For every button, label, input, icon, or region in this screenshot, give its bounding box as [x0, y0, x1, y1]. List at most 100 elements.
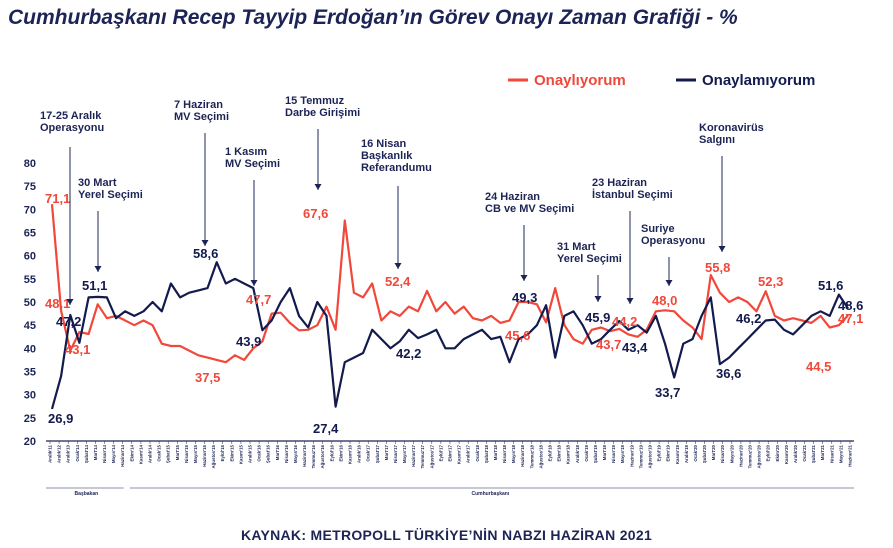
y-tick-label: 80	[24, 158, 36, 170]
annotation-arrowhead	[665, 280, 673, 286]
x-tick-label: Aralık'20	[793, 444, 798, 463]
data-label: 58,6	[193, 246, 218, 261]
x-tick-label: Ocak'16	[257, 444, 262, 461]
annotation-text: Suriye	[641, 223, 675, 235]
data-label: 45,6	[505, 328, 530, 343]
data-label: 51,6	[818, 278, 843, 293]
x-tick-label: Ağustos'17	[429, 444, 434, 468]
annotation-text: MV Seçimi	[174, 111, 229, 123]
data-label: 36,6	[716, 366, 741, 381]
x-tick-label: Eylül'18	[548, 444, 553, 461]
data-label: 43,9	[236, 334, 261, 349]
x-tick-label: Mayıs'14	[111, 444, 116, 463]
x-tick-label: Temmuz'16	[311, 444, 316, 468]
annotation-arrowhead	[520, 275, 528, 281]
x-tick-label: Şubat'15	[166, 444, 171, 463]
data-label: 48,1	[45, 296, 70, 311]
x-tick-label: Şubat'21	[811, 444, 816, 463]
x-tick-label: Eylül'17	[438, 444, 443, 461]
annotation-arrowhead	[250, 280, 258, 286]
x-tick-label: Haziran'21	[848, 444, 853, 466]
annotation-text: Salgını	[699, 134, 735, 146]
x-tick-label: Şubat'18	[484, 444, 489, 463]
data-label: 43,1	[65, 342, 90, 357]
annotation-text: Referandumu	[361, 162, 432, 174]
x-tick-label: Mart'15	[175, 444, 180, 460]
data-label: 52,3	[758, 274, 783, 289]
data-label: 67,6	[303, 206, 328, 221]
annotation-text: Yerel Seçimi	[557, 253, 622, 265]
x-tick-label: Aralık'18	[575, 444, 580, 463]
x-tick-label: Ekim'20	[775, 444, 780, 461]
x-tick-label: Mayıs'19	[620, 444, 625, 463]
y-tick-label: 70	[24, 204, 36, 216]
x-tick-label: Nisan'15	[184, 444, 189, 462]
data-label: 52,4	[385, 274, 411, 289]
annotation-text: Koronavirüs	[699, 122, 764, 134]
annotation-text: 24 Haziran	[485, 191, 540, 203]
x-tick-label: Eylül'15	[220, 444, 225, 461]
y-tick-label: 45	[24, 320, 36, 332]
x-tick-label: Mart'16	[275, 444, 280, 460]
x-tick-label: Mart'17	[384, 444, 389, 460]
y-tick-label: 40	[24, 343, 36, 355]
x-tick-label: Ekim'14	[129, 444, 134, 461]
annotation-arrowhead	[201, 240, 209, 246]
x-tick-label: Ocak'20	[693, 444, 698, 461]
x-tick-label: Mayıs'16	[293, 444, 298, 463]
data-label: 48,6	[838, 298, 863, 313]
x-tick-label: Ağustos'18	[538, 444, 543, 468]
data-label: 51,1	[82, 278, 107, 293]
annotation-text: 1 Kasım	[225, 146, 267, 158]
x-tick-label: Ocak'18	[475, 444, 480, 461]
x-tick-label: Temmuz'19	[638, 444, 643, 468]
x-tick-label: Ekim'15	[229, 444, 234, 461]
x-tick-label: Mayıs'18	[511, 444, 516, 463]
annotation-text: Operasyonu	[40, 122, 104, 134]
data-label: 47,2	[56, 314, 81, 329]
x-tick-label: Aralık'16	[357, 444, 362, 463]
y-tick-label: 25	[24, 413, 36, 425]
annotation-text: 30 Mart	[78, 177, 117, 189]
data-label: 49,3	[512, 290, 537, 305]
x-tick-label: Nisan'17	[393, 444, 398, 462]
annotation-text: Başkanlık	[361, 150, 413, 162]
data-label: 43,4	[622, 340, 648, 355]
x-tick-label: Aralık'11	[48, 444, 53, 462]
annotation-text: 16 Nisan	[361, 138, 407, 150]
data-label: 47,1	[838, 311, 863, 326]
x-tick-label: Temmuz'18	[529, 444, 534, 468]
x-tick-label: Ekim'19	[666, 444, 671, 461]
data-label: 48,0	[652, 293, 677, 308]
x-tick-label: Nisan'19	[611, 444, 616, 462]
x-tick-label: Mart'14	[93, 444, 98, 460]
data-label: 33,7	[655, 385, 680, 400]
data-label: 27,4	[313, 421, 339, 436]
x-tick-label: Ocak'15	[157, 444, 162, 461]
x-tick-label: Haziran'16	[302, 444, 307, 466]
x-tick-label: Haziran'14	[120, 444, 125, 466]
annotation-text: 31 Mart	[557, 241, 596, 253]
data-label: 43,7	[596, 337, 621, 352]
x-tick-label: Kasım'19	[675, 444, 680, 464]
data-label: 71,1	[45, 191, 70, 206]
data-label: 46,2	[736, 311, 761, 326]
x-tick-label: Kasım'18	[566, 444, 571, 464]
x-tick-label: Eylül'20	[766, 444, 771, 461]
legend-label-onay: Onaylıyorum	[534, 72, 626, 89]
x-tick-label: Şubat'16	[266, 444, 271, 463]
y-tick-label: 20	[24, 436, 36, 448]
x-tick-label: Mayıs'15	[193, 444, 198, 463]
x-tick-label: Haziran'18	[520, 444, 525, 466]
x-tick-label: Ağustos'20	[757, 444, 762, 468]
x-tick-label: Haziran'15	[202, 444, 207, 466]
y-tick-label: 55	[24, 274, 36, 286]
x-tick-label: Şubat'20	[702, 444, 707, 463]
x-tick-label: Nisan'20	[720, 444, 725, 462]
annotation-arrowhead	[594, 296, 602, 302]
x-tick-label: Mayıs'17	[402, 444, 407, 463]
data-label: 37,5	[195, 370, 220, 385]
x-tick-label: Nisan'16	[284, 444, 289, 462]
data-label: 44,5	[806, 359, 831, 374]
x-tick-label: Aralık'17	[466, 444, 471, 463]
